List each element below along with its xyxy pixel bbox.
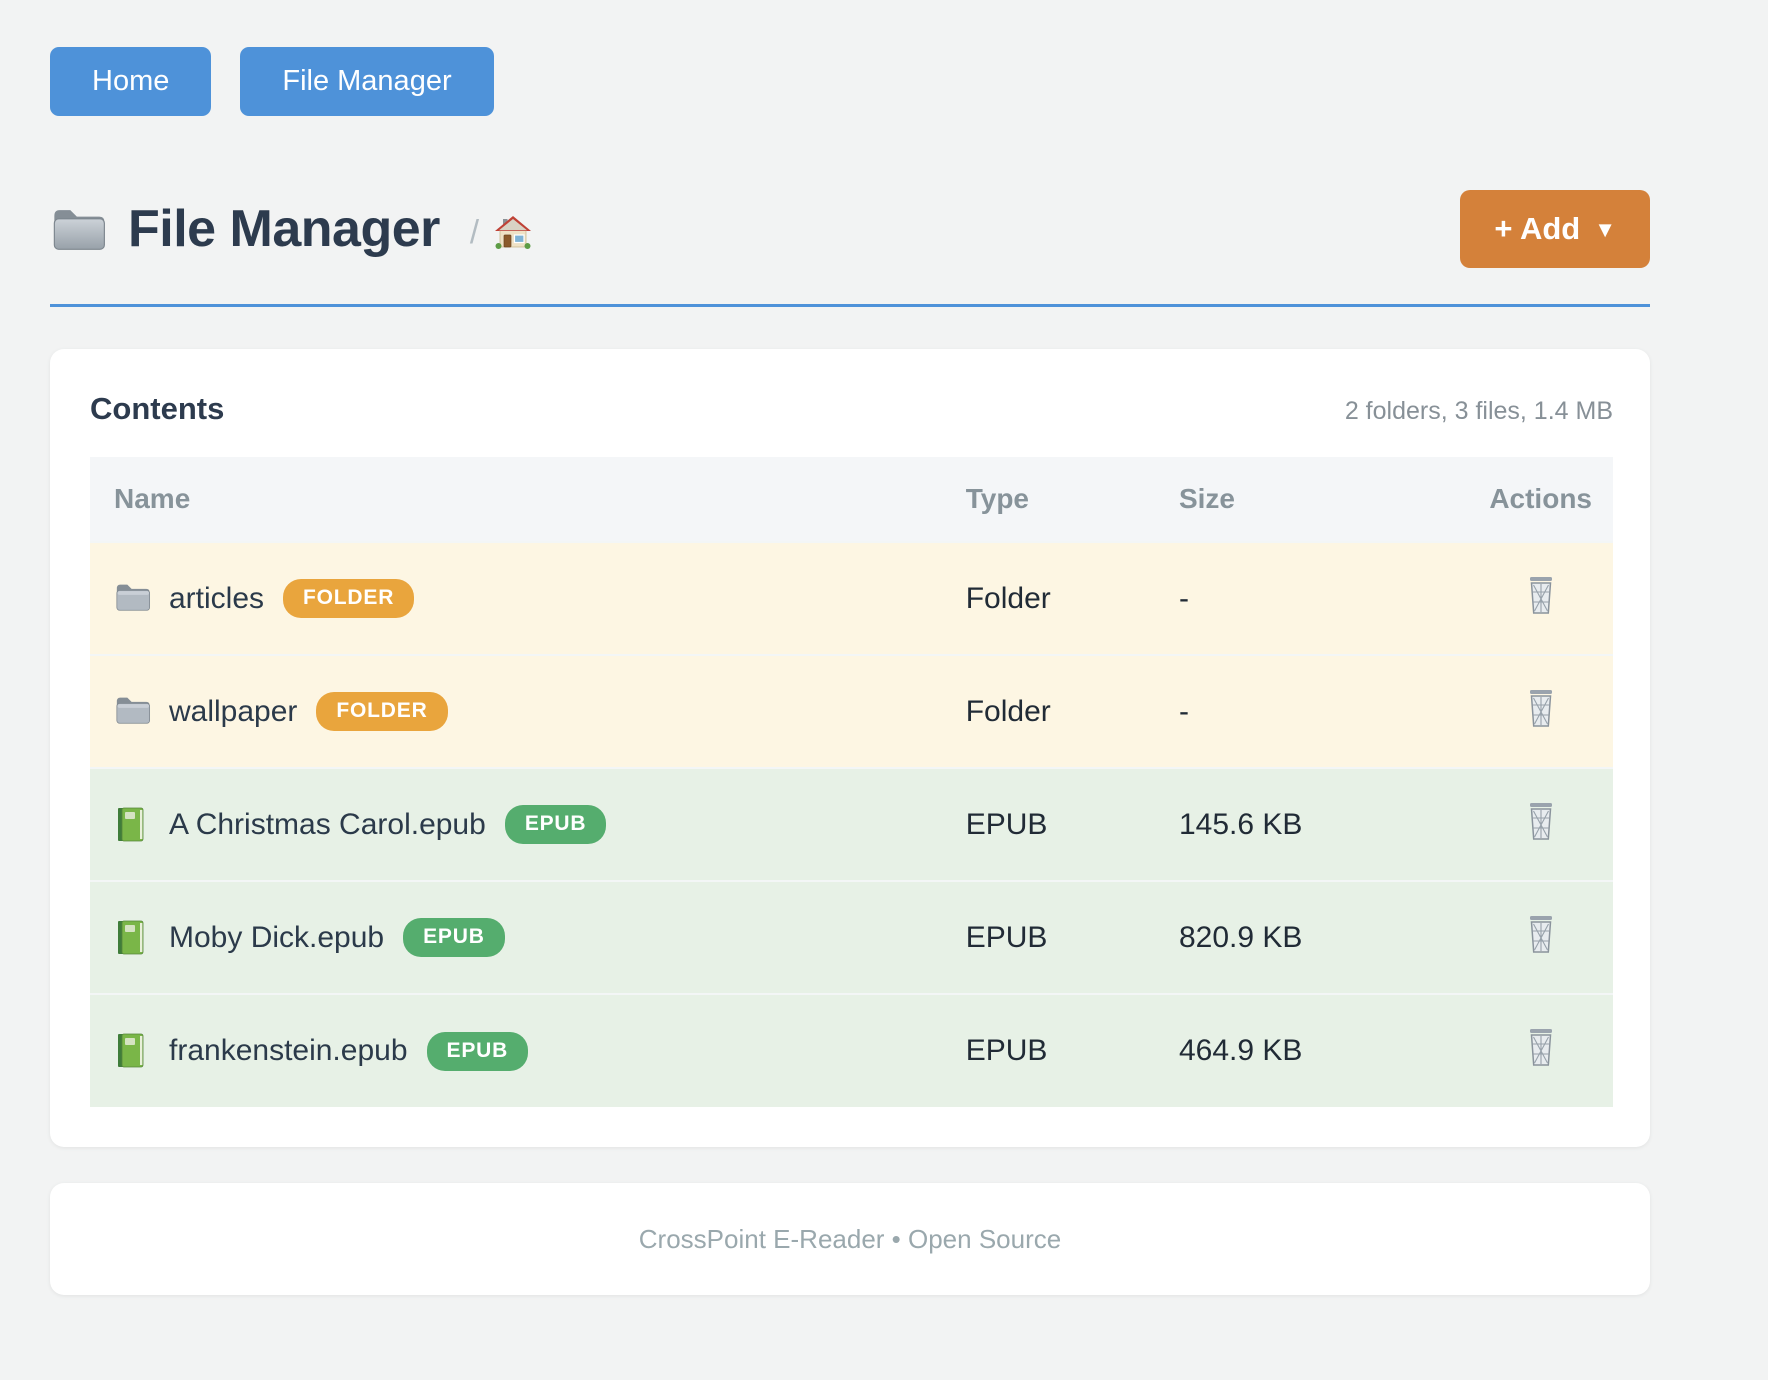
- trash-icon: [1523, 576, 1559, 619]
- trash-icon: [1523, 802, 1559, 845]
- trash-icon: [1523, 915, 1559, 958]
- footer-text: CrossPoint E-Reader • Open Source: [638, 1223, 1062, 1254]
- book-icon: [114, 919, 152, 957]
- name-wrap: Moby Dick.epub EPUB: [90, 918, 966, 957]
- item-type-badge: EPUB: [426, 1031, 529, 1071]
- add-button-label: + Add: [1494, 211, 1581, 246]
- table-row: articles FOLDER Folder -: [90, 542, 1613, 655]
- table-row: A Christmas Carol.epub EPUB EPUB 145.6 K…: [90, 768, 1613, 881]
- name-wrap: wallpaper FOLDER: [90, 692, 966, 731]
- folder-icon: [114, 693, 152, 731]
- type-cell: Folder: [965, 581, 1051, 615]
- book-icon: [114, 1032, 152, 1070]
- delete-button[interactable]: [1523, 800, 1559, 842]
- contents-card: Contents 2 folders, 3 files, 1.4 MB Name…: [50, 349, 1650, 1147]
- delete-button[interactable]: [1523, 1026, 1559, 1068]
- nav-file-manager-button[interactable]: File Manager: [240, 47, 494, 116]
- trash-icon: [1523, 689, 1559, 732]
- item-name[interactable]: articles: [169, 581, 265, 615]
- home-icon[interactable]: [493, 213, 533, 253]
- page: Home File Manager File Manager /: [50, 0, 1650, 1295]
- size-cell: -: [1178, 694, 1189, 728]
- table-row: wallpaper FOLDER Folder -: [90, 655, 1613, 768]
- title-wrap: File Manager /: [50, 199, 533, 259]
- nav-home-button[interactable]: Home: [50, 47, 212, 116]
- contents-stats: 2 folders, 3 files, 1.4 MB: [1344, 397, 1613, 425]
- add-button[interactable]: + Add ▼: [1460, 190, 1650, 268]
- name-wrap: A Christmas Carol.epub EPUB: [90, 805, 966, 844]
- trash-icon: [1523, 1029, 1559, 1071]
- breadcrumb-separator: /: [469, 213, 480, 250]
- delete-button[interactable]: [1523, 574, 1559, 616]
- delete-button[interactable]: [1523, 687, 1559, 729]
- name-wrap: articles FOLDER: [90, 579, 966, 618]
- column-header-actions: Actions: [1468, 457, 1613, 542]
- top-nav: Home File Manager: [50, 47, 1650, 116]
- size-cell: 464.9 KB: [1178, 1034, 1303, 1067]
- name-wrap: frankenstein.epub EPUB: [90, 1031, 966, 1071]
- type-cell: EPUB: [965, 807, 1048, 841]
- table-row: Moby Dick.epub EPUB EPUB 820.9 KB: [90, 881, 1613, 994]
- column-header-type: Type: [965, 457, 1179, 542]
- contents-heading: Contents: [90, 391, 225, 426]
- table-body: articles FOLDER Folder -: [90, 542, 1613, 1107]
- book-icon: [114, 806, 152, 844]
- folder-icon: [50, 204, 108, 254]
- size-cell: -: [1178, 581, 1189, 615]
- page-title: File Manager: [128, 200, 440, 258]
- item-type-badge: FOLDER: [316, 692, 448, 731]
- column-header-name: Name: [90, 457, 966, 542]
- contents-table: Name Type Size Actions: [90, 457, 1613, 1107]
- type-cell: EPUB: [965, 920, 1048, 954]
- item-type-badge: FOLDER: [283, 579, 415, 618]
- caret-down-icon: ▼: [1594, 217, 1616, 242]
- item-name[interactable]: Moby Dick.epub: [169, 920, 385, 954]
- card-head: Contents 2 folders, 3 files, 1.4 MB: [90, 391, 1613, 427]
- delete-button[interactable]: [1523, 913, 1559, 955]
- footer: CrossPoint E-Reader • Open Source: [50, 1183, 1650, 1295]
- item-name[interactable]: A Christmas Carol.epub: [169, 807, 486, 841]
- type-cell: Folder: [965, 694, 1051, 728]
- table-row: frankenstein.epub EPUB EPUB 464.9 KB: [90, 994, 1613, 1107]
- type-cell: EPUB: [965, 1034, 1048, 1067]
- size-cell: 820.9 KB: [1178, 920, 1303, 954]
- item-type-badge: EPUB: [403, 918, 505, 957]
- table-header-row: Name Type Size Actions: [90, 457, 1613, 542]
- item-name[interactable]: frankenstein.epub: [169, 1034, 408, 1067]
- folder-icon: [114, 580, 152, 618]
- column-header-size: Size: [1178, 457, 1469, 542]
- page-header: File Manager / + Add ▼: [50, 190, 1650, 268]
- size-cell: 145.6 KB: [1178, 807, 1303, 841]
- item-name[interactable]: wallpaper: [169, 694, 298, 728]
- header-divider: [50, 304, 1650, 307]
- item-type-badge: EPUB: [504, 805, 607, 844]
